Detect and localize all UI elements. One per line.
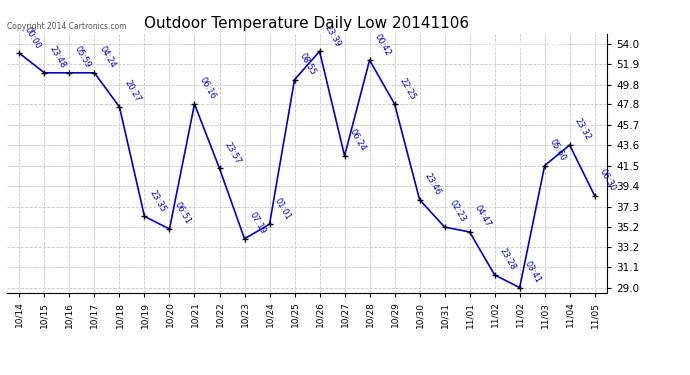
Title: Outdoor Temperature Daily Low 20141106: Outdoor Temperature Daily Low 20141106: [144, 16, 470, 31]
Text: 23:46: 23:46: [422, 171, 442, 197]
Text: 20:27: 20:27: [122, 79, 142, 104]
Text: 04:47: 04:47: [473, 204, 493, 229]
Text: 04:24: 04:24: [97, 45, 117, 70]
Text: 23:57: 23:57: [222, 140, 242, 166]
Text: 03:41: 03:41: [522, 260, 542, 285]
Text: Copyright 2014 Cartronics.com: Copyright 2014 Cartronics.com: [7, 22, 126, 31]
Text: 06:51: 06:51: [172, 201, 193, 226]
Text: 06:30: 06:30: [598, 168, 618, 193]
Text: 06:16: 06:16: [197, 76, 217, 101]
Text: 06:24: 06:24: [348, 128, 367, 153]
Text: 08:55: 08:55: [297, 51, 317, 77]
Text: 01:01: 01:01: [273, 196, 292, 221]
Text: 02:23: 02:23: [448, 199, 467, 224]
Text: 23:28: 23:28: [497, 247, 518, 272]
Text: 07:19: 07:19: [248, 211, 267, 236]
Text: 23:39: 23:39: [322, 23, 342, 48]
Text: 23:35: 23:35: [148, 188, 167, 213]
Text: 05:60: 05:60: [548, 138, 567, 163]
Text: 00:00: 00:00: [22, 25, 42, 50]
Text: 23:32: 23:32: [573, 117, 593, 142]
Text: 22:25: 22:25: [397, 76, 417, 101]
Text: 05:59: 05:59: [72, 45, 92, 70]
Text: 23:48: 23:48: [48, 45, 67, 70]
Text: 00:42: 00:42: [373, 32, 392, 57]
